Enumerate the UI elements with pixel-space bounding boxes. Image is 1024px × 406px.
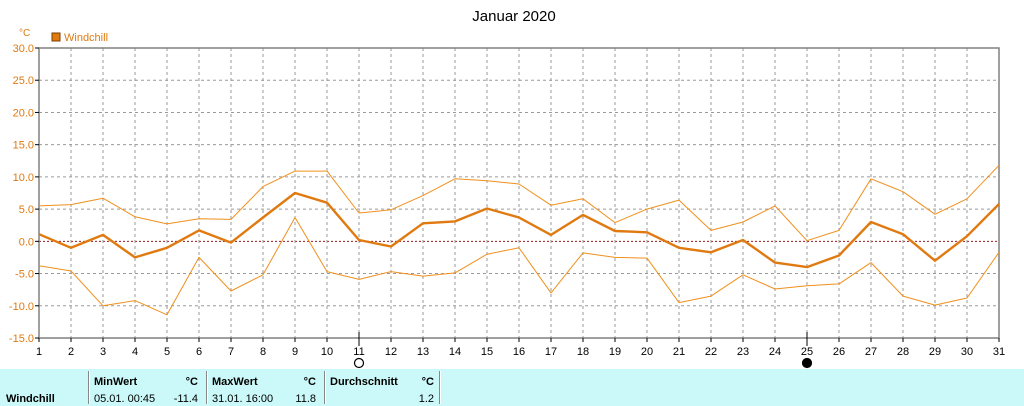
stats-label-cell: Windchill	[0, 369, 88, 406]
x-tick-label: 23	[737, 346, 749, 358]
y-tick-label: 15.0	[13, 140, 34, 152]
x-tick-label: 9	[292, 346, 298, 358]
x-tick-label: 12	[385, 346, 397, 358]
x-tick-label: 10	[321, 346, 333, 358]
series-line-min	[38, 217, 1000, 316]
min-header: MinWert	[94, 376, 138, 388]
x-tick-label: 25	[801, 346, 813, 358]
max-unit: °C	[303, 376, 316, 388]
x-tick-label: 6	[196, 346, 202, 358]
legend-swatch	[51, 32, 61, 42]
avg-value: 1.2	[418, 393, 434, 405]
min-value: -11.4	[173, 393, 198, 405]
y-axis-unit: °C	[19, 28, 30, 39]
x-tick-label: 31	[993, 346, 1005, 358]
max-value: 11.8	[295, 393, 316, 405]
min-timestamp: 05.01. 00:45	[94, 393, 156, 405]
series-line-max	[38, 164, 1000, 242]
y-tick-label: 30.0	[13, 43, 34, 55]
windchill-chart: Januar 2020 °C Windchill 30.025.020.015.…	[9, 8, 1005, 369]
x-tick-label: 15	[481, 346, 493, 358]
max-header: MaxWert	[212, 376, 258, 388]
x-tick-label: 27	[865, 346, 877, 358]
x-tick-label: 8	[260, 346, 266, 358]
full-moon-icon	[353, 357, 365, 369]
x-tick-label: 17	[545, 346, 557, 358]
x-tick-label: 16	[513, 346, 525, 358]
x-tick-label: 26	[833, 346, 845, 358]
max-timestamp: 31.01. 16:00	[212, 393, 274, 405]
x-tick-label: 18	[577, 346, 589, 358]
x-tick-label: 14	[449, 346, 461, 358]
x-tick-label: 28	[897, 346, 909, 358]
x-tick-label: 20	[641, 346, 653, 358]
chart-title: Januar 2020	[472, 8, 555, 25]
min-unit: °C	[185, 376, 198, 388]
y-tick-label: 5.0	[19, 204, 34, 216]
x-tick-label: 5	[164, 346, 170, 358]
x-tick-label: 21	[673, 346, 685, 358]
x-tick-label: 30	[961, 346, 973, 358]
y-tick-label: 10.0	[13, 172, 34, 184]
y-tick-label: -15.0	[9, 333, 34, 345]
stats-avg-cell: Durchschnitt °C 1.2	[326, 369, 438, 406]
x-tick-label: 24	[769, 346, 781, 358]
y-tick-label: 20.0	[13, 107, 34, 119]
x-tick-label: 4	[132, 346, 138, 358]
avg-header: Durchschnitt	[330, 376, 398, 388]
x-tick-label: 19	[609, 346, 621, 358]
x-tick-label: 2	[68, 346, 74, 358]
stats-min-cell: MinWert °C 05.01. 00:45 -11.4	[90, 369, 206, 406]
x-tick-label: 22	[705, 346, 717, 358]
x-tick-label: 13	[417, 346, 429, 358]
x-tick-label: 3	[100, 346, 106, 358]
x-tick-label: 7	[228, 346, 234, 358]
new-moon-icon	[801, 357, 813, 369]
y-tick-label: 0.0	[19, 236, 34, 248]
legend-label: Windchill	[64, 32, 108, 44]
stats-series-label: Windchill	[6, 393, 55, 405]
avg-unit: °C	[421, 376, 434, 388]
y-tick-label: -10.0	[9, 301, 34, 313]
y-tick-label: -5.0	[15, 269, 34, 281]
x-tick-label: 29	[929, 346, 941, 358]
statistics-panel: Windchill MinWert °C 05.01. 00:45 -11.4 …	[0, 369, 1024, 406]
series-line-average	[38, 191, 1000, 269]
x-tick-label: 1	[36, 346, 42, 358]
stats-max-cell: MaxWert °C 31.01. 16:00 11.8	[208, 369, 324, 406]
y-tick-label: 25.0	[13, 75, 34, 87]
x-tick-label: 11	[353, 346, 364, 358]
